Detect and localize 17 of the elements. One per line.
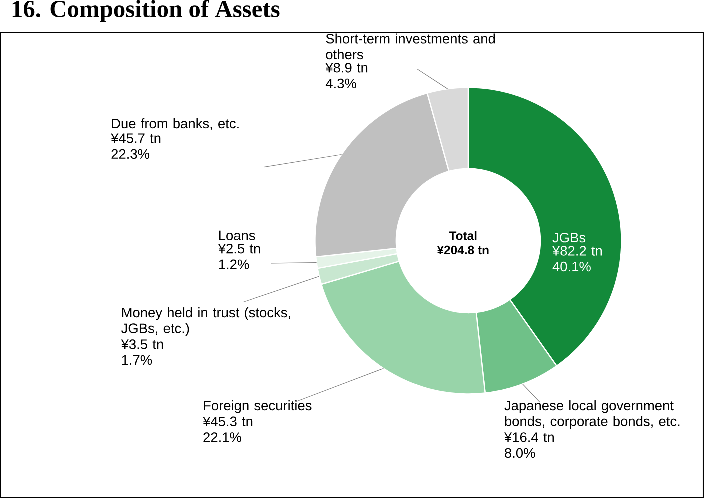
data-label: ¥8.9 tn 4.3% (326, 62, 368, 88)
data-label: ¥16.4 tn 8.0% (504, 432, 554, 458)
slice-label: Money held in trust (stocks, JGBs, etc.) (121, 307, 290, 336)
slice-label: Japanese local government bonds, corporate bonds, etc. (504, 400, 680, 429)
data-label: ¥45.7 tn 22.3% (111, 134, 161, 159)
data-label: ¥3.5 tn 1.7% (121, 339, 164, 365)
data-label: ¥82.2 tn 40.1% (552, 246, 602, 272)
data-label: ¥2.5 tn 1.2% (218, 244, 260, 270)
slice-label: Short-term investments and others (326, 34, 496, 60)
data-label: ¥45.3 tn 22.1% (203, 416, 253, 442)
chart-title: 16. Composition of Assets (12, 0, 280, 22)
slice-label: Loans (219, 230, 256, 240)
text: Total (449, 231, 477, 240)
slice-label: Foreign securities (204, 400, 312, 414)
text: ¥204.8 tn (437, 246, 489, 254)
slice-label: Due from banks, etc. (112, 118, 239, 130)
slice-label: JGBs (552, 232, 586, 242)
